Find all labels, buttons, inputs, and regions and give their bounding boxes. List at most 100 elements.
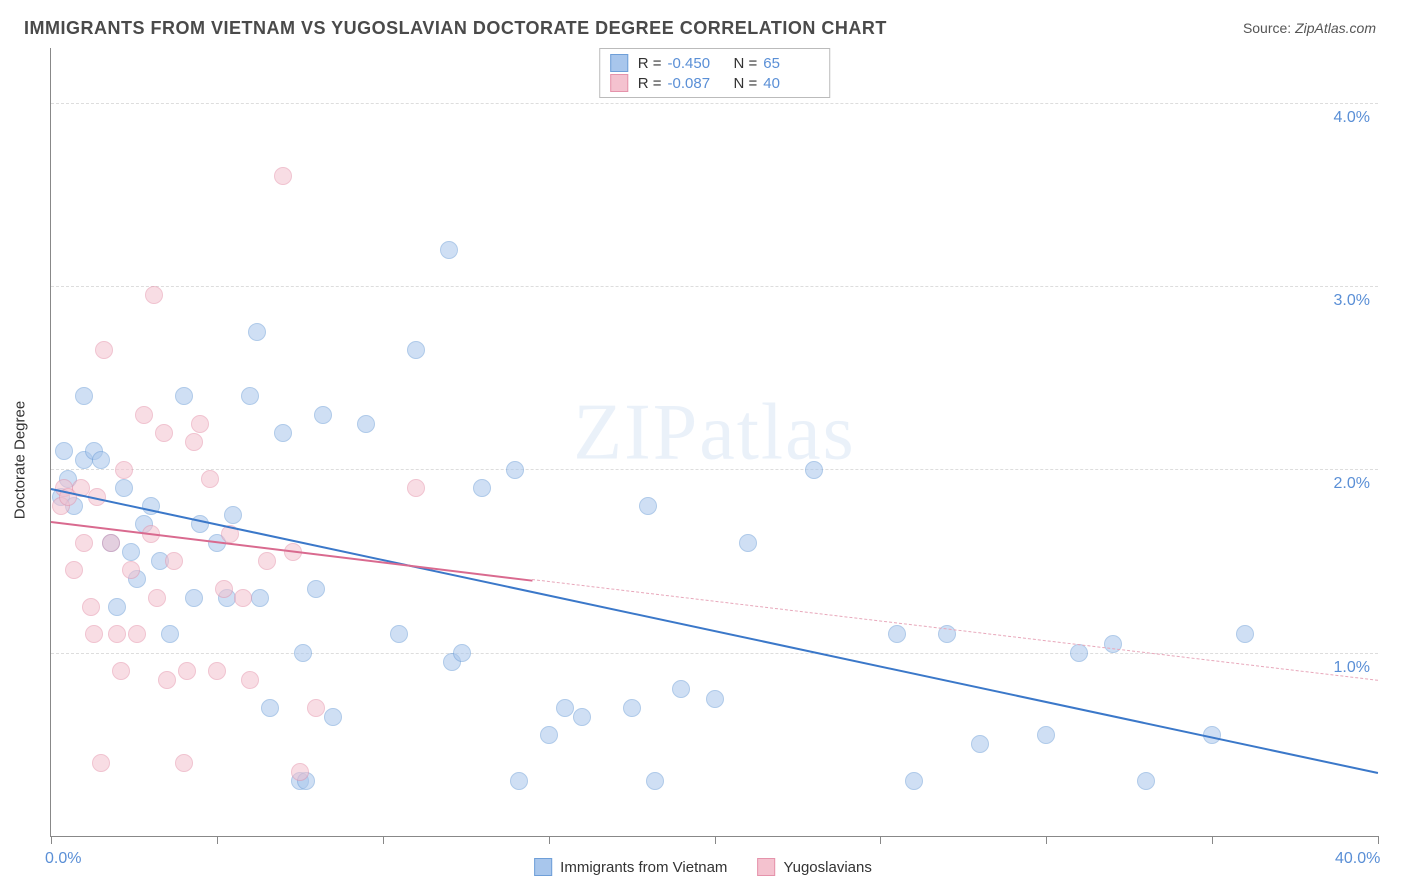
x-tick [1212,836,1213,844]
data-point-vietnam [510,772,528,790]
data-point-yugoslavia [234,589,252,607]
data-point-vietnam [905,772,923,790]
data-point-yugoslavia [258,552,276,570]
data-point-vietnam [473,479,491,497]
legend-swatch [610,74,628,92]
x-tick-max: 40.0% [1335,850,1380,868]
legend-stat-row-vietnam: R =-0.450N =65 [610,53,820,73]
data-point-vietnam [623,699,641,717]
n-value: 40 [763,75,819,92]
data-point-vietnam [1236,625,1254,643]
data-point-vietnam [307,580,325,598]
x-tick [51,836,52,844]
data-point-yugoslavia [128,625,146,643]
legend-bottom: Immigrants from VietnamYugoslavians [534,858,872,876]
y-tick-label: 4.0% [1334,109,1370,127]
watermark-atlas: atlas [699,388,856,476]
y-tick-label: 3.0% [1334,292,1370,310]
gridline [51,469,1378,470]
data-point-vietnam [185,589,203,607]
data-point-vietnam [314,406,332,424]
data-point-vietnam [274,424,292,442]
data-point-yugoslavia [241,671,259,689]
r-value: -0.450 [668,55,724,72]
data-point-vietnam [639,497,657,515]
data-point-yugoslavia [165,552,183,570]
watermark-zip: ZIP [573,388,699,476]
x-tick [1378,836,1379,844]
data-point-vietnam [75,387,93,405]
trendline-vietnam [51,488,1378,774]
data-point-vietnam [161,625,179,643]
data-point-vietnam [453,644,471,662]
source-value: ZipAtlas.com [1295,20,1376,36]
data-point-yugoslavia [274,167,292,185]
x-tick [549,836,550,844]
legend-swatch [610,54,628,72]
data-point-vietnam [540,726,558,744]
data-point-vietnam [122,543,140,561]
data-point-yugoslavia [215,580,233,598]
data-point-yugoslavia [95,341,113,359]
data-point-yugoslavia [135,406,153,424]
plot-region: ZIPatlas R = -0.450 N = 65R = -0.087 N = 40 1.… [50,48,1378,837]
data-point-vietnam [672,680,690,698]
data-point-yugoslavia [85,625,103,643]
data-point-yugoslavia [178,662,196,680]
data-point-vietnam [646,772,664,790]
data-point-vietnam [251,589,269,607]
data-point-vietnam [888,625,906,643]
x-tick [1046,836,1047,844]
gridline [51,653,1378,654]
data-point-vietnam [407,341,425,359]
n-value: 65 [763,55,819,72]
gridline [51,286,1378,287]
data-point-vietnam [805,461,823,479]
data-point-yugoslavia [75,534,93,552]
legend-swatch [757,858,775,876]
data-point-yugoslavia [175,754,193,772]
data-point-yugoslavia [82,598,100,616]
data-point-vietnam [506,461,524,479]
legend-stat-row-yugoslavia: R = -0.087 N = 40 [610,73,820,93]
data-point-vietnam [248,323,266,341]
data-point-yugoslavia [148,589,166,607]
data-point-yugoslavia [145,286,163,304]
data-point-vietnam [324,708,342,726]
data-point-vietnam [115,479,133,497]
data-point-yugoslavia [122,561,140,579]
data-point-vietnam [390,625,408,643]
y-tick-label: 1.0% [1334,659,1370,677]
data-point-vietnam [55,442,73,460]
x-tick [383,836,384,844]
chart-area: ZIPatlas R = -0.450 N = 65R = -0.087 N = 40 1.… [50,48,1378,837]
data-point-yugoslavia [115,461,133,479]
data-point-vietnam [261,699,279,717]
x-tick [217,836,218,844]
data-point-vietnam [241,387,259,405]
x-tick-min: 0.0% [45,850,81,868]
data-point-vietnam [224,506,242,524]
data-point-yugoslavia [191,415,209,433]
x-tick [880,836,881,844]
gridline [51,103,1378,104]
data-point-yugoslavia [108,625,126,643]
data-point-vietnam [294,644,312,662]
r-label: R = [638,75,662,92]
data-point-vietnam [1070,644,1088,662]
data-point-yugoslavia [185,433,203,451]
data-point-vietnam [357,415,375,433]
source-credit: Source: ZipAtlas.com [1243,20,1376,36]
n-label: N = [734,55,758,72]
y-axis-label: Doctorate Degree [12,401,29,519]
data-point-vietnam [971,735,989,753]
r-value: -0.087 [668,75,724,92]
legend-item-yugoslavia: Yugoslavians [757,858,871,876]
data-point-yugoslavia [208,662,226,680]
data-point-vietnam [1137,772,1155,790]
n-label: N = [734,75,758,92]
data-point-yugoslavia [291,763,309,781]
data-point-vietnam [108,598,126,616]
data-point-vietnam [556,699,574,717]
source-label: Source: [1243,20,1291,36]
